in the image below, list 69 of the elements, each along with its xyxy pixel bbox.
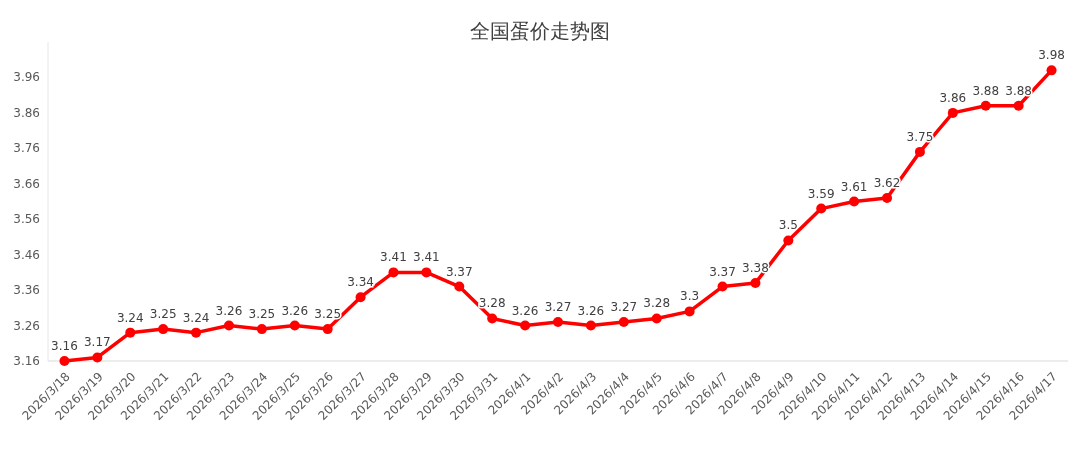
point [882, 192, 893, 203]
data-label: 3.88 [1005, 83, 1032, 98]
data-label: 3.37 [445, 264, 473, 279]
y-tick-label: 3.66 [13, 176, 40, 191]
data-label: 3.86 [939, 90, 967, 105]
point [980, 100, 991, 111]
point [947, 107, 958, 118]
point [750, 278, 761, 289]
point [92, 352, 103, 363]
point [684, 306, 695, 317]
point [849, 196, 860, 207]
point [1046, 65, 1057, 76]
data-label: 3.41 [413, 250, 440, 265]
y-tick-label: 3.96 [13, 70, 40, 85]
data-label: 3.34 [347, 275, 374, 290]
point [618, 317, 629, 328]
point [816, 203, 827, 214]
point [421, 267, 432, 278]
data-label: 3.27 [544, 300, 572, 315]
point [1013, 100, 1024, 111]
point [783, 235, 794, 246]
chart-title: 全国蛋价走势图 [470, 20, 610, 42]
point [59, 356, 70, 366]
point [717, 281, 728, 292]
point [322, 324, 333, 335]
data-label: 3.25 [149, 307, 177, 322]
point [553, 317, 563, 328]
data-label: 3.17 [84, 335, 111, 350]
y-tick-label: 3.16 [13, 354, 40, 368]
data-label: 3.26 [215, 303, 243, 318]
data-label: 3.16 [51, 339, 78, 353]
y-tick-label: 3.76 [13, 141, 40, 156]
data-label: 3.41 [380, 250, 407, 265]
point [191, 327, 202, 338]
data-label: 3.59 [807, 186, 835, 201]
data-label: 3.5 [778, 218, 798, 233]
point [454, 281, 465, 292]
point [125, 327, 136, 338]
y-tick-label: 3.46 [13, 247, 40, 262]
data-label: 3.26 [281, 303, 309, 318]
y-tick-label: 3.36 [13, 283, 40, 298]
point [158, 324, 169, 335]
data-label: 3.25 [314, 307, 342, 322]
point [388, 267, 399, 278]
data-label: 3.3 [680, 289, 700, 304]
data-label: 3.27 [610, 300, 638, 315]
data-label: 3.28 [643, 296, 671, 311]
data-label: 3.37 [709, 264, 736, 279]
point [520, 320, 531, 331]
y-tick-label: 3.26 [13, 318, 40, 333]
data-label: 3.98 [1038, 48, 1065, 63]
point [914, 146, 925, 157]
data-label: 3.25 [248, 307, 276, 322]
point [487, 313, 498, 324]
point [256, 324, 267, 335]
data-label: 3.28 [478, 296, 506, 311]
point [585, 320, 596, 331]
data-label: 3.24 [182, 310, 210, 325]
point [289, 320, 300, 331]
data-label: 3.26 [511, 303, 539, 318]
data-label: 3.61 [840, 179, 868, 194]
point [651, 313, 662, 324]
point [355, 292, 366, 303]
data-label: 3.88 [972, 83, 1000, 98]
data-label: 3.26 [577, 303, 605, 318]
data-label: 3.24 [116, 310, 144, 325]
point [223, 320, 234, 331]
y-tick-label: 3.86 [13, 105, 40, 120]
y-tick-label: 3.56 [13, 212, 40, 227]
